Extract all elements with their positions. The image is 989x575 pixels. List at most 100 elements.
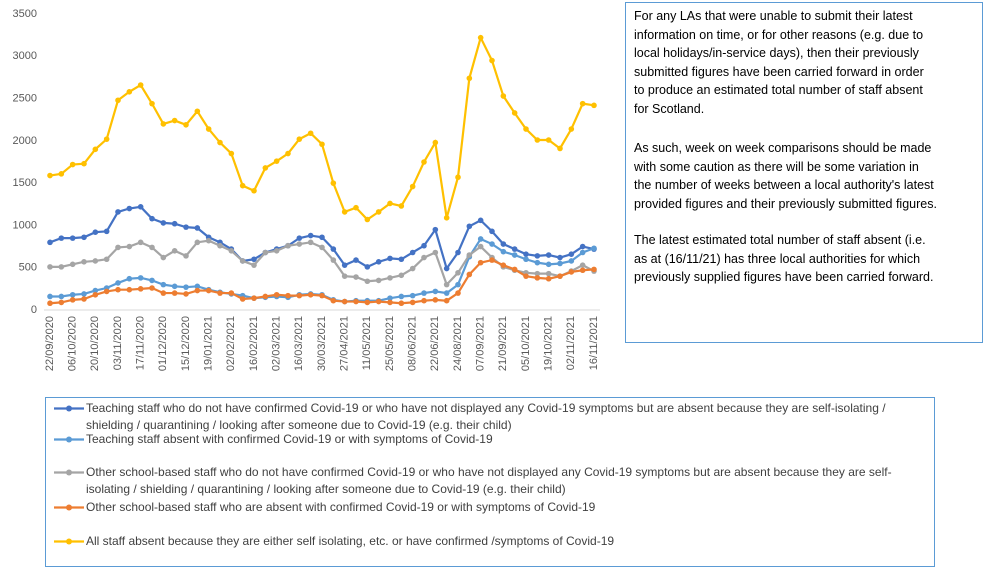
data-point xyxy=(455,281,461,288)
data-point xyxy=(126,89,133,95)
data-point xyxy=(183,224,189,230)
data-point xyxy=(387,200,393,207)
data-point xyxy=(183,284,189,290)
data-point xyxy=(307,291,314,298)
data-point xyxy=(115,244,121,251)
data-point xyxy=(171,117,178,124)
data-point xyxy=(477,243,484,250)
data-point xyxy=(239,296,246,302)
data-point xyxy=(194,225,201,231)
data-point xyxy=(47,172,53,179)
data-point xyxy=(398,272,405,279)
data-point xyxy=(262,293,269,300)
legend: Teaching staff who do not have confirmed… xyxy=(45,397,935,567)
data-point xyxy=(126,243,133,250)
data-point xyxy=(160,121,167,127)
data-point xyxy=(579,100,586,107)
data-point xyxy=(545,275,552,282)
data-point xyxy=(239,258,246,264)
data-point xyxy=(251,256,257,263)
data-point xyxy=(455,174,461,181)
data-point xyxy=(511,266,518,273)
data-point xyxy=(545,261,552,268)
x-tick-label: 27/04/2021 xyxy=(339,316,351,371)
data-point xyxy=(307,232,314,239)
data-point xyxy=(217,139,223,146)
data-point xyxy=(69,297,76,303)
legend-swatch xyxy=(54,436,84,443)
data-point xyxy=(409,292,416,299)
data-point xyxy=(92,287,99,294)
x-tick-label: 19/01/2021 xyxy=(203,316,215,371)
data-point xyxy=(217,290,223,296)
x-tick-label: 02/02/2021 xyxy=(225,316,237,371)
note-line: previously supplied figures have been ca… xyxy=(634,270,934,284)
note-line: submitted figures have been carried forw… xyxy=(634,64,924,79)
data-point xyxy=(126,205,133,212)
data-point xyxy=(511,110,518,116)
data-point xyxy=(92,258,99,264)
data-point xyxy=(489,228,495,235)
data-point xyxy=(239,182,246,189)
data-point xyxy=(421,254,427,261)
data-point xyxy=(511,246,518,252)
data-point xyxy=(92,291,99,298)
data-point xyxy=(534,270,541,277)
x-tick-label: 16/03/2021 xyxy=(293,316,305,371)
data-point xyxy=(432,226,439,233)
data-point xyxy=(409,265,416,272)
note-line: as at (16/11/21) has three local authori… xyxy=(634,251,921,266)
data-point xyxy=(319,141,325,148)
data-point xyxy=(330,297,337,304)
note-line: local holidays/in-service days), then th… xyxy=(634,46,919,60)
data-point xyxy=(534,137,541,143)
legend-swatch xyxy=(54,405,84,412)
data-point xyxy=(341,298,348,305)
data-point xyxy=(69,291,76,298)
data-point xyxy=(375,258,382,265)
legend-item: All staff absent because they are either… xyxy=(52,533,932,550)
legend-label: Other school-based staff who are absent … xyxy=(86,500,596,514)
data-point xyxy=(103,228,110,235)
x-tick-label: 02/11/2021 xyxy=(565,316,577,370)
data-point xyxy=(171,220,178,227)
y-tick-label: 3500 xyxy=(13,8,37,20)
data-point xyxy=(126,275,133,282)
data-point xyxy=(115,280,121,286)
data-point xyxy=(466,271,473,278)
data-point xyxy=(137,82,144,88)
data-point xyxy=(296,292,303,299)
data-point xyxy=(251,187,257,194)
data-point xyxy=(171,283,178,290)
note-line: As such, week on week comparisons should… xyxy=(634,141,932,155)
data-point xyxy=(364,299,371,306)
data-point xyxy=(115,286,121,293)
data-point xyxy=(58,171,65,177)
legend-swatch xyxy=(54,469,84,476)
data-point xyxy=(443,215,450,221)
data-point xyxy=(92,229,99,235)
data-point xyxy=(545,137,552,143)
data-point xyxy=(81,258,87,265)
data-point xyxy=(523,256,529,263)
data-point xyxy=(319,234,325,241)
note-line: for Scotland. xyxy=(634,101,705,116)
data-point xyxy=(137,286,144,292)
note-line: For any LAs that were unable to submit t… xyxy=(634,9,913,23)
data-point xyxy=(296,136,303,142)
note-line: to produce an estimated total number of … xyxy=(634,83,923,97)
x-tick-label: 19/10/2021 xyxy=(543,316,555,371)
y-tick-label: 500 xyxy=(19,262,37,274)
data-point xyxy=(296,235,303,241)
data-point xyxy=(273,158,280,164)
x-tick-label: 22/09/2020 xyxy=(44,316,56,371)
data-point xyxy=(455,290,461,296)
data-point xyxy=(568,126,575,132)
data-point xyxy=(160,220,167,226)
data-point xyxy=(432,297,439,303)
legend-item: Other school-based staff who do not have… xyxy=(52,464,932,498)
data-point xyxy=(205,237,212,244)
legend-label: Teaching staff who do not have confirmed… xyxy=(86,401,886,432)
data-point xyxy=(47,239,53,246)
data-point xyxy=(103,256,110,263)
